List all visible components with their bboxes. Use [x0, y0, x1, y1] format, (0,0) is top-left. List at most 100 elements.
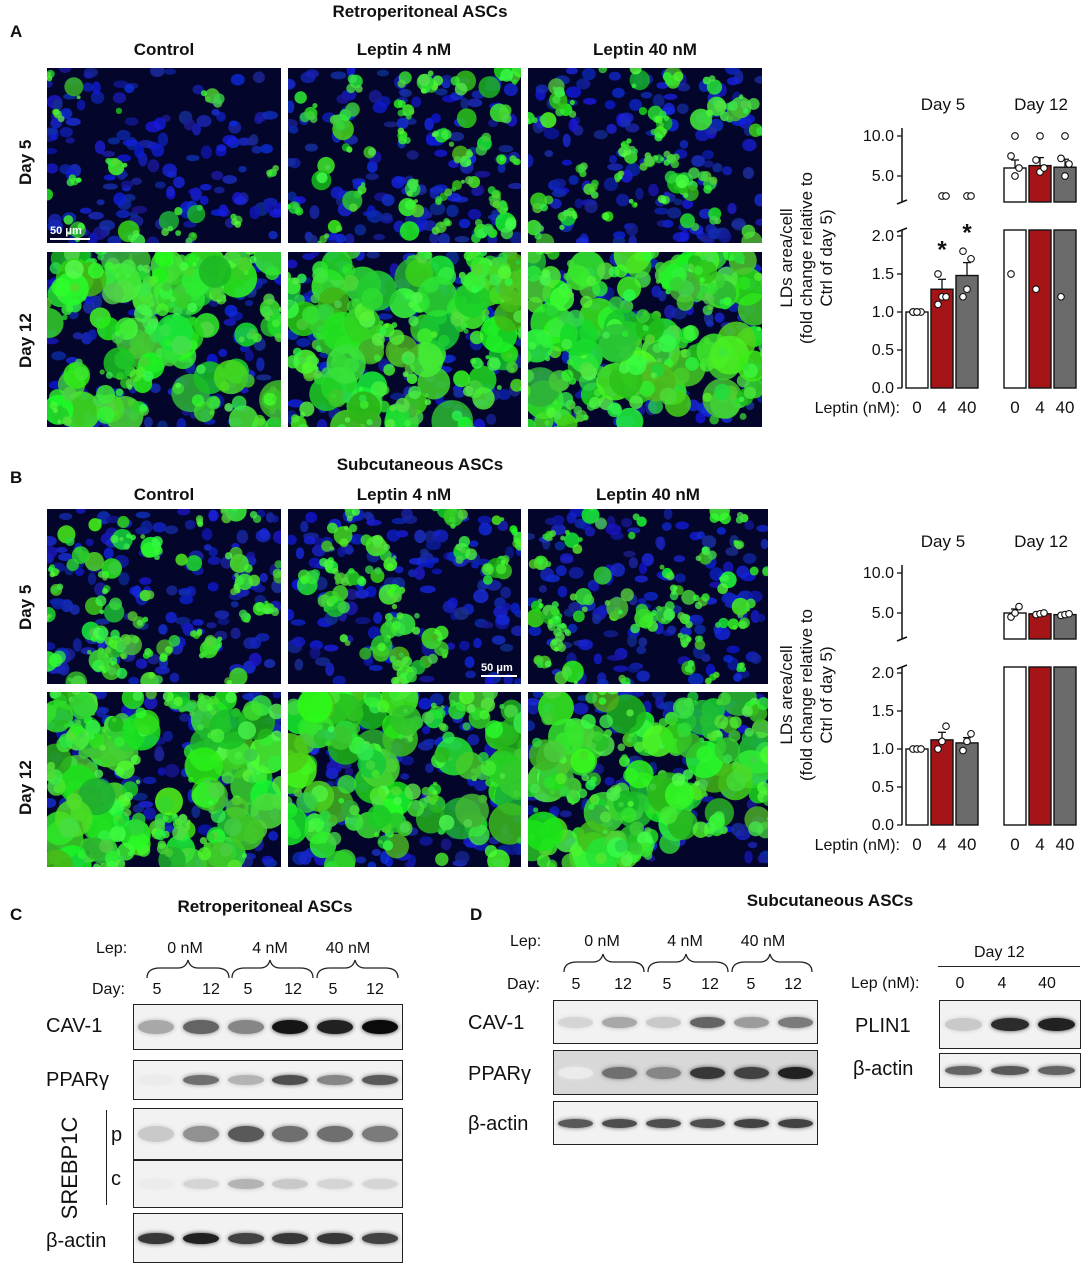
- data-point: [1007, 270, 1015, 278]
- group-label: Day 5: [921, 532, 965, 551]
- blot-band: [777, 1016, 813, 1028]
- chart-b: 0.0 0.5 1.0 1.5 2.0 5.0 10.0 LDs area/cell (fold…: [777, 532, 1077, 854]
- y-tick-label: 1.0: [872, 741, 894, 758]
- panel-d-day-lane4: 12: [701, 976, 719, 993]
- blot-band: [361, 1075, 398, 1085]
- data-point: [942, 292, 950, 301]
- y-tick-label: 0.5: [872, 342, 894, 359]
- x-tick-label: 40: [958, 398, 977, 417]
- blot-d-actin: [553, 1101, 818, 1145]
- blot-band: [361, 1020, 398, 1034]
- bar: [930, 739, 954, 826]
- blot-band: [689, 1066, 725, 1079]
- panel-c-day-label: Day:: [92, 981, 125, 998]
- panel-b-row-day12: Day 12: [16, 760, 35, 815]
- x-tick-label: 0: [1010, 398, 1019, 417]
- x-tick-label: 4: [937, 835, 946, 854]
- panel-c-label-srebp-p: p: [111, 1124, 123, 1146]
- micrograph-b-control-day5: [47, 509, 281, 684]
- x-tick-label: 0: [1010, 835, 1019, 854]
- panel-c-label-actin: β-actin: [46, 1230, 107, 1252]
- y-axis-label: (fold change relative to: [797, 172, 816, 344]
- blot-band: [317, 1126, 353, 1142]
- micrograph-a-control-day12: [47, 252, 281, 427]
- significance-marker: *: [962, 220, 972, 247]
- blot-band: [183, 1020, 219, 1034]
- blot-band: [1038, 1018, 1076, 1031]
- panel-b-col-leptin40: Leptin 40 nM: [596, 485, 700, 504]
- blot-band: [689, 1118, 725, 1128]
- micrograph-b-leptin4-day5: [288, 509, 521, 684]
- blot-band: [272, 1126, 309, 1142]
- blot-band: [602, 1066, 638, 1079]
- blot-band: [646, 1118, 682, 1128]
- y-axis-label: LDs area/cell: [777, 208, 796, 307]
- blot-band: [602, 1016, 638, 1028]
- blot-band: [183, 1179, 219, 1189]
- blot-band: [183, 1126, 219, 1142]
- bar: [1028, 164, 1052, 203]
- x-tick-label: 0: [912, 398, 921, 417]
- bar: [905, 311, 929, 389]
- blot-band: [317, 1179, 353, 1189]
- y-tick-label: 1.5: [872, 266, 894, 283]
- data-point: [967, 729, 975, 738]
- panel-d-right-lep-label: Lep (nM):: [851, 975, 920, 992]
- panel-d-lep-label: Lep:: [510, 933, 542, 950]
- panel-b-title: Subcutaneous ASCs: [336, 455, 504, 474]
- bar: [905, 748, 929, 826]
- micrograph-b-control-day12: [47, 692, 281, 867]
- blot-band: [317, 1232, 353, 1244]
- data-point: [913, 308, 921, 316]
- panel-c-label-srebp1c: SREBP1C: [57, 1116, 82, 1220]
- data-point: [942, 722, 950, 731]
- y-tick-label: 0.5: [872, 779, 894, 796]
- blot-c-ppar: [133, 1060, 403, 1100]
- blot-band: [272, 1232, 309, 1244]
- y-axis-label: (fold change relative to: [797, 609, 816, 781]
- data-point: [1040, 609, 1048, 617]
- panel-d-lep-40: 40 nM: [740, 933, 786, 950]
- micrograph-a-leptin4-day12: [288, 252, 521, 427]
- x-tick-label: 40: [1056, 835, 1075, 854]
- blot-band: [646, 1066, 682, 1079]
- scale-bar-a: 50 μm: [50, 225, 90, 240]
- panel-d-day-lane6: 12: [784, 976, 802, 993]
- data-point: [934, 745, 942, 753]
- blot-band: [138, 1232, 175, 1244]
- micrograph-a-leptin40-day5: [528, 68, 762, 243]
- panel-d-day-label: Day:: [507, 976, 540, 993]
- blot-band: [227, 1075, 264, 1085]
- bar: [1003, 229, 1027, 389]
- bar: [930, 288, 954, 389]
- blot-band: [361, 1232, 398, 1244]
- blot-band: [183, 1075, 219, 1085]
- data-point: [1061, 132, 1069, 140]
- panel-c-label-cav1: CAV-1: [46, 1015, 103, 1037]
- axis-break-mark: [896, 199, 908, 205]
- blot-band: [272, 1075, 309, 1085]
- panel-d-day-lane5: 5: [746, 976, 756, 993]
- data-point: [1007, 152, 1015, 160]
- bar: [1028, 229, 1052, 389]
- panel-c-day-lane1: 5: [152, 981, 162, 998]
- panel-b-letter: B: [10, 468, 23, 487]
- blot-c-srebp-c: [133, 1160, 403, 1208]
- blot-band: [777, 1118, 813, 1128]
- panel-b-col-control: Control: [133, 485, 195, 504]
- panel-c-letter: C: [10, 905, 23, 924]
- panel-d-label-plin1: PLIN1: [855, 1015, 911, 1037]
- micrograph-b-leptin40-day12: [528, 692, 768, 867]
- blot-band: [317, 1075, 353, 1085]
- micrograph-a-leptin40-day12: [528, 252, 762, 427]
- panel-d-letter: D: [470, 905, 483, 924]
- data-point: [1057, 292, 1065, 301]
- blot-band: [361, 1126, 398, 1142]
- panel-c-label-ppar: PPARγ: [46, 1069, 109, 1091]
- blot-band: [317, 1020, 353, 1034]
- blot-d-plin1: [939, 1000, 1081, 1049]
- y-axis-label: Ctrl of day 5): [817, 209, 836, 306]
- panel-c-title: Retroperitoneal ASCs: [177, 897, 353, 916]
- data-point: [967, 254, 975, 263]
- blot-band: [733, 1016, 769, 1028]
